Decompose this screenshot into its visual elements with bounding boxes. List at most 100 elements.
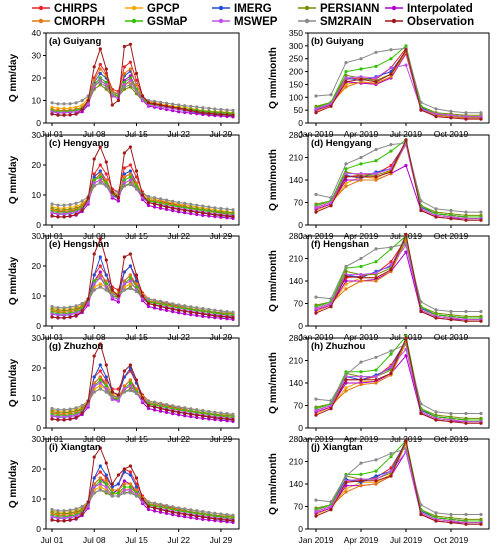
series-group bbox=[50, 42, 235, 119]
data-point bbox=[50, 312, 54, 316]
data-point bbox=[122, 282, 126, 286]
legend: CHIRPS GPCP IMERG PERSIANN Interpolated CMORP… bbox=[32, 3, 474, 28]
data-point bbox=[195, 509, 199, 513]
data-point bbox=[62, 316, 66, 320]
data-point bbox=[389, 371, 393, 375]
data-point bbox=[374, 276, 378, 280]
data-point bbox=[98, 285, 102, 289]
series-line bbox=[315, 245, 481, 321]
data-point bbox=[140, 396, 145, 400]
y-tick-label: 0 bbox=[36, 220, 41, 230]
y-tick-label: 70 bbox=[294, 401, 304, 411]
y-axis-title: Q mm/day bbox=[8, 155, 19, 204]
data-point bbox=[128, 381, 132, 385]
data-point bbox=[56, 215, 60, 219]
data-point bbox=[404, 44, 408, 48]
data-point bbox=[434, 511, 438, 515]
data-point bbox=[92, 178, 96, 182]
panel-title: (i) Xiangtan bbox=[49, 442, 101, 453]
x-tick-label: Jul 22 bbox=[167, 332, 190, 342]
data-point bbox=[219, 107, 223, 112]
data-point bbox=[195, 311, 199, 315]
data-point bbox=[98, 485, 102, 489]
x-tick-label: Jul 01 bbox=[41, 129, 64, 139]
data-point bbox=[110, 194, 114, 199]
data-point bbox=[177, 200, 181, 205]
data-point bbox=[134, 285, 139, 289]
data-point bbox=[359, 484, 363, 488]
data-point bbox=[171, 209, 175, 213]
data-point bbox=[92, 184, 96, 188]
data-point bbox=[314, 107, 318, 111]
data-point bbox=[159, 304, 163, 309]
data-point bbox=[329, 196, 333, 200]
data-point bbox=[98, 175, 102, 179]
data-point bbox=[98, 76, 102, 80]
data-point bbox=[374, 479, 378, 483]
data-point bbox=[134, 378, 139, 382]
data-point bbox=[98, 62, 102, 67]
data-point bbox=[116, 98, 120, 103]
data-point bbox=[183, 406, 187, 410]
data-point bbox=[201, 416, 205, 420]
data-point bbox=[359, 375, 363, 379]
data-point bbox=[201, 204, 205, 208]
data-point bbox=[56, 316, 60, 320]
data-point bbox=[165, 403, 169, 407]
data-point bbox=[128, 175, 132, 179]
x-tick-label: Jul 29 bbox=[210, 129, 233, 139]
data-point bbox=[122, 83, 126, 87]
data-point bbox=[189, 313, 193, 317]
data-point bbox=[104, 279, 108, 283]
data-point bbox=[359, 256, 363, 261]
data-point bbox=[56, 408, 60, 412]
legend-marker bbox=[218, 18, 224, 24]
data-point bbox=[171, 510, 175, 514]
data-point bbox=[140, 497, 145, 501]
data-point bbox=[434, 115, 438, 119]
y-tick-label: 70 bbox=[294, 502, 304, 512]
data-point bbox=[404, 336, 408, 340]
series-chirps bbox=[314, 46, 483, 119]
data-point bbox=[92, 491, 96, 495]
data-point bbox=[86, 200, 90, 205]
data-point bbox=[314, 311, 318, 315]
x-tick-label: Jul 08 bbox=[83, 129, 106, 139]
plot-frame bbox=[45, 235, 240, 327]
y-tick-label: 280 bbox=[289, 130, 303, 140]
series-line bbox=[51, 61, 233, 116]
data-point bbox=[314, 514, 318, 518]
data-point bbox=[74, 516, 78, 521]
data-point bbox=[231, 513, 235, 517]
data-point bbox=[171, 199, 175, 203]
data-point bbox=[153, 102, 157, 106]
data-point bbox=[225, 412, 229, 416]
data-point bbox=[404, 242, 408, 246]
data-point bbox=[165, 504, 169, 508]
data-point bbox=[165, 408, 169, 412]
y-tick-label: 140 bbox=[289, 276, 303, 286]
x-tick-label: Jan 2019 bbox=[299, 129, 334, 139]
y-axis-title: Q mm/month bbox=[268, 453, 279, 515]
data-point bbox=[171, 105, 175, 109]
data-point bbox=[104, 80, 108, 85]
data-point bbox=[207, 313, 211, 317]
data-point bbox=[74, 406, 78, 410]
data-point bbox=[389, 451, 393, 456]
data-point bbox=[449, 113, 453, 117]
series-observation bbox=[50, 446, 235, 523]
legend-item: PERSIANN bbox=[298, 3, 379, 15]
data-point bbox=[128, 276, 132, 280]
y-tick-label: 210 bbox=[289, 153, 303, 163]
data-point bbox=[219, 314, 223, 318]
data-point bbox=[195, 313, 199, 318]
data-point bbox=[219, 206, 223, 211]
data-point bbox=[449, 208, 453, 213]
data-point bbox=[134, 187, 139, 191]
data-point bbox=[344, 490, 348, 494]
data-point bbox=[104, 479, 108, 483]
series-group bbox=[314, 334, 483, 425]
series-group bbox=[50, 342, 235, 423]
data-point bbox=[74, 112, 78, 116]
y-tick-label: 0 bbox=[36, 321, 41, 331]
